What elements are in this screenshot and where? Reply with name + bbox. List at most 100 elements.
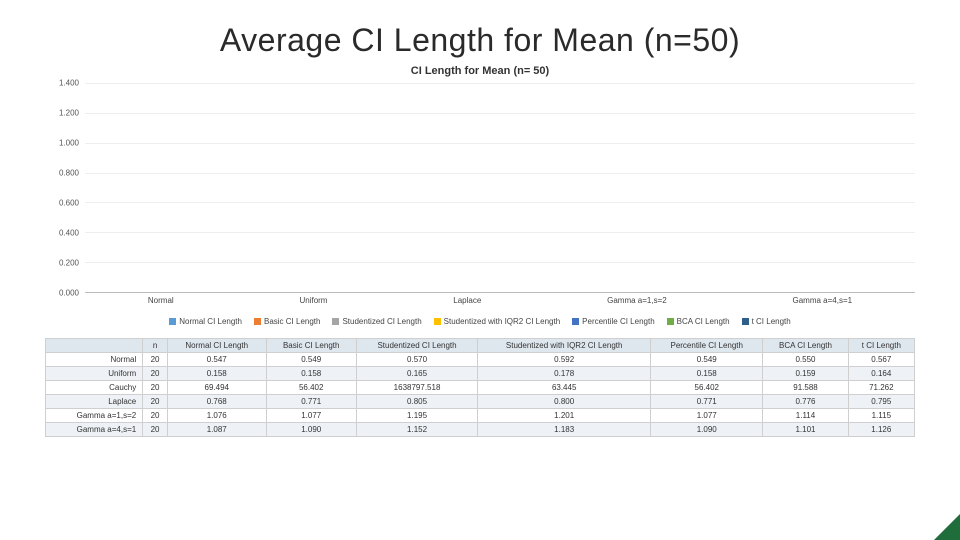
yaxis-label: 0.400 [59, 229, 79, 238]
legend-item: Basic CI Length [254, 317, 320, 326]
table-cell: 0.159 [763, 367, 848, 381]
table-cell: 0.567 [848, 353, 914, 367]
chart-plot [85, 83, 915, 293]
table-cell: 0.158 [266, 367, 356, 381]
yaxis-label: 0.600 [59, 199, 79, 208]
table-header-cell: n [143, 339, 168, 353]
table-cell: 0.771 [266, 395, 356, 409]
table-cell: 0.158 [651, 367, 763, 381]
table-header-cell: Basic CI Length [266, 339, 356, 353]
legend-swatch-icon [254, 318, 261, 325]
table-row: Normal200.5470.5490.5700.5920.5490.5500.… [46, 353, 915, 367]
legend-swatch-icon [332, 318, 339, 325]
table-row: Uniform200.1580.1580.1650.1780.1580.1590… [46, 367, 915, 381]
xaxis-label: Normal [148, 293, 174, 305]
table-header-cell: t CI Length [848, 339, 914, 353]
table-cell: 0.592 [478, 353, 651, 367]
chart-bar-groups [85, 83, 915, 292]
table-cell: 0.800 [478, 395, 651, 409]
gridline [85, 113, 915, 114]
legend-item: Studentized CI Length [332, 317, 421, 326]
table-cell: 0.164 [848, 367, 914, 381]
xaxis-label: Gamma a=1,s=2 [607, 293, 667, 305]
table-cell: 20 [143, 423, 168, 437]
table-cell: 0.550 [763, 353, 848, 367]
table-cell: 1.126 [848, 423, 914, 437]
table-cell: 0.165 [356, 367, 477, 381]
table-cell: 0.771 [651, 395, 763, 409]
table-cell: 1.201 [478, 409, 651, 423]
table-row: Cauchy2069.49456.4021638797.51863.44556.… [46, 381, 915, 395]
table-header-cell: Normal CI Length [167, 339, 266, 353]
table-cell: 1.152 [356, 423, 477, 437]
table-cell: 20 [143, 381, 168, 395]
chart-xaxis: Normal Uniform Laplace Gamma a=1,s=2 Gamma a… [85, 293, 915, 313]
legend-swatch-icon [572, 318, 579, 325]
table-cell: 56.402 [266, 381, 356, 395]
table-cell: 71.262 [848, 381, 914, 395]
table-row: Gamma a=1,s=2201.0761.0771.1951.2011.077… [46, 409, 915, 423]
table-cell: 0.570 [356, 353, 477, 367]
table-cell: 1.087 [167, 423, 266, 437]
table-header-cell: BCA CI Length [763, 339, 848, 353]
table-row: Laplace200.7680.7710.8050.8000.7710.7760… [46, 395, 915, 409]
data-table: nNormal CI LengthBasic CI Length Studenti… [45, 338, 915, 437]
table-header-cell [46, 339, 143, 353]
legend-label: Studentized CI Length [342, 317, 421, 326]
xaxis-label: Gamma a=4,s=1 [793, 293, 853, 305]
table-cell: Normal [46, 353, 143, 367]
gridline [85, 83, 915, 84]
table-cell: 69.494 [167, 381, 266, 395]
table-cell: 0.795 [848, 395, 914, 409]
table-cell: Cauchy [46, 381, 143, 395]
table-cell: 0.158 [167, 367, 266, 381]
yaxis-label: 1.000 [59, 139, 79, 148]
table-cell: Uniform [46, 367, 143, 381]
legend-swatch-icon [742, 318, 749, 325]
legend-swatch-icon [169, 318, 176, 325]
table-cell: 0.547 [167, 353, 266, 367]
table-cell: 0.549 [266, 353, 356, 367]
legend-swatch-icon [434, 318, 441, 325]
table-cell: 1.076 [167, 409, 266, 423]
chart-subtitle: CI Length for Mean (n= 50) [40, 65, 920, 77]
gridline [85, 202, 915, 203]
table-row: Gamma a=4,s=1201.0871.0901.1521.1831.090… [46, 423, 915, 437]
table-cell: 1.090 [651, 423, 763, 437]
yaxis-label: 0.200 [59, 259, 79, 268]
slide: Average CI Length for Mean (n=50) CI Len… [0, 0, 960, 540]
legend-label: t CI Length [752, 317, 791, 326]
table-cell: 1.101 [763, 423, 848, 437]
table-cell: 1.183 [478, 423, 651, 437]
legend-item: Normal CI Length [169, 317, 242, 326]
gridline [85, 143, 915, 144]
legend-item: BCA CI Length [667, 317, 730, 326]
table-cell: 0.776 [763, 395, 848, 409]
yaxis-label: 1.200 [59, 109, 79, 118]
table-cell: Gamma a=4,s=1 [46, 423, 143, 437]
table-cell: Laplace [46, 395, 143, 409]
table-body: Normal200.5470.5490.5700.5920.5490.5500.… [46, 353, 915, 437]
legend-label: Basic CI Length [264, 317, 320, 326]
table-cell: 56.402 [651, 381, 763, 395]
yaxis-label: 0.000 [59, 289, 79, 298]
table-cell: 1638797.518 [356, 381, 477, 395]
legend-swatch-icon [667, 318, 674, 325]
chart-container: 0.0000.2000.4000.6000.8001.0001.2001.400… [45, 83, 915, 313]
table-cell: 0.805 [356, 395, 477, 409]
table-cell: 20 [143, 367, 168, 381]
table-header-cell: Studentized with IQR2 CI Length [478, 339, 651, 353]
xaxis-label: Laplace [453, 293, 481, 305]
table-cell: 1.077 [266, 409, 356, 423]
table-cell: 20 [143, 409, 168, 423]
legend-item: Percentile CI Length [572, 317, 655, 326]
legend-label: Studentized with IQR2 CI Length [444, 317, 561, 326]
legend-label: Percentile CI Length [582, 317, 655, 326]
corner-accent-icon [934, 514, 960, 540]
table-cell: 1.077 [651, 409, 763, 423]
chart-legend: Normal CI Length Basic CI Length Studentiz… [40, 317, 920, 326]
xaxis-label: Uniform [299, 293, 327, 305]
gridline [85, 262, 915, 263]
gridline [85, 173, 915, 174]
legend-label: Normal CI Length [179, 317, 242, 326]
